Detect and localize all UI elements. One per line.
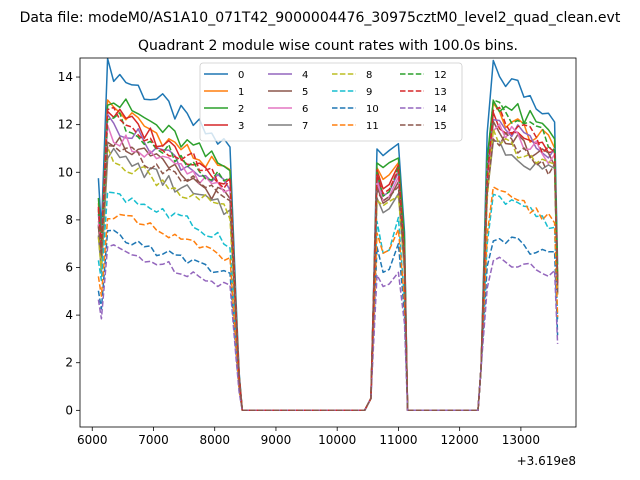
y-tick-label: 12 <box>58 118 73 132</box>
axes-frame <box>79 57 577 428</box>
x-axis: 6000 7000 8000 9000 10000 11000 12000 13000 <box>77 427 540 447</box>
legend-label-3: 3 <box>238 121 244 132</box>
x-tick-label: 8000 <box>199 433 230 447</box>
legend-label-10: 10 <box>366 104 379 115</box>
x-tick-label: 12000 <box>441 433 479 447</box>
y-tick-label: 0 <box>65 403 73 417</box>
figure-suptitle: Data file: modeM0/AS1A10_071T42_90000044… <box>20 10 621 26</box>
legend-label-1: 1 <box>238 87 244 98</box>
legend-label-15: 15 <box>434 121 447 132</box>
y-tick-label: 4 <box>65 308 73 322</box>
legend-label-12: 12 <box>434 70 447 81</box>
y-axis: 0 2 4 6 8 10 12 14 <box>58 70 80 417</box>
legend-label-0: 0 <box>238 70 244 81</box>
chart-title: Quadrant 2 module wise count rates with … <box>138 38 518 54</box>
legend-label-2: 2 <box>238 104 244 115</box>
series-line-14 <box>97 244 559 412</box>
series-line-13 <box>97 106 559 412</box>
y-tick-label: 6 <box>65 260 73 274</box>
y-tick-label: 14 <box>58 70 73 84</box>
x-tick-label: 11000 <box>379 433 417 447</box>
y-tick-label: 8 <box>65 213 73 227</box>
legend-label-8: 8 <box>366 70 372 81</box>
legend-label-13: 13 <box>434 87 447 98</box>
y-tick-label: 10 <box>58 165 73 179</box>
x-tick-label: 6000 <box>77 433 108 447</box>
legend-label-14: 14 <box>434 104 447 115</box>
legend-label-11: 11 <box>366 121 379 132</box>
legend-frame <box>199 62 463 142</box>
x-tick-label: 10000 <box>318 433 356 447</box>
legend-label-5: 5 <box>302 87 308 98</box>
legend-label-4: 4 <box>302 70 308 81</box>
legend-label-6: 6 <box>302 104 308 115</box>
x-tick-label: 9000 <box>261 433 292 447</box>
x-tick-label: 7000 <box>138 433 169 447</box>
legend-label-9: 9 <box>366 87 372 98</box>
series-line-15 <box>97 132 559 412</box>
x-offset-label: +3.619e8 <box>517 454 576 468</box>
x-tick-label: 13000 <box>502 433 540 447</box>
series-layer <box>97 57 559 412</box>
y-tick-label: 2 <box>65 356 73 370</box>
legend-label-7: 7 <box>302 121 308 132</box>
